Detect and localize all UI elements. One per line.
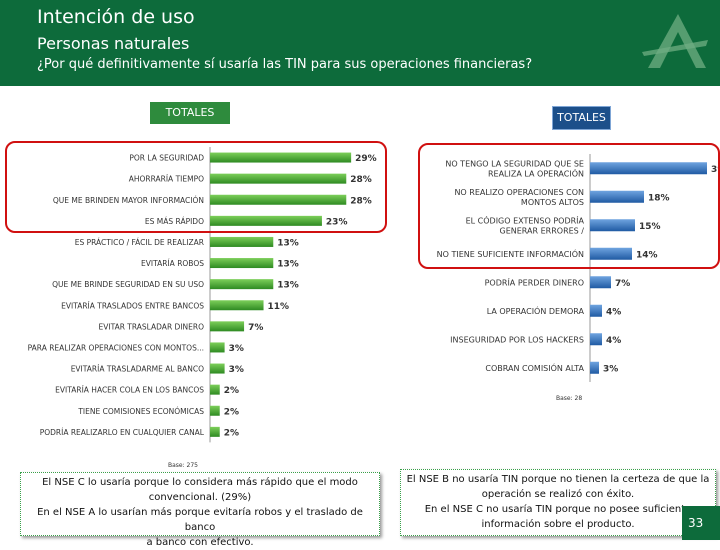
value-label: 13% — [277, 281, 299, 291]
highlight-box-right — [418, 143, 720, 269]
bar — [590, 162, 707, 175]
bar — [210, 173, 347, 184]
category-label: LA OPERACIÓN DEMORA — [487, 305, 585, 316]
category-label: REALIZA LA OPERACIÓN — [488, 167, 584, 178]
bar — [210, 152, 352, 163]
value-label: 4% — [606, 307, 621, 317]
bar — [210, 258, 274, 269]
page-number: 33 — [688, 516, 704, 530]
category-label: EVITARÍA TRASLADOS ENTRE BANCOS — [61, 301, 204, 310]
note-right-line: operación se realizó con éxito. — [481, 489, 635, 500]
value-label: 14% — [636, 250, 658, 260]
value-label: 2% — [224, 407, 239, 417]
right-chart-base: Base: 28 — [556, 395, 583, 402]
category-label: PODRÍA PERDER DINERO — [485, 276, 584, 287]
highlight-box-left — [5, 141, 387, 233]
survey-question: ¿Por qué definitivamente sí usaría las T… — [37, 57, 533, 72]
category-label: EVITAR TRASLADAR DINERO — [99, 322, 205, 331]
value-label: 11% — [268, 302, 290, 312]
value-label: 28% — [350, 196, 372, 206]
category-label: TIENE COMISIONES ECONÓMICAS — [77, 407, 204, 416]
category-label: EVITARÍA TRASLADARME AL BANCO — [71, 365, 204, 374]
category-label: GENERAR ERRORES / — [500, 226, 585, 235]
category-label: AHORRARÍA TIEMPO — [129, 175, 204, 184]
note-box-right: El NSE B no usaría TIN porque no tienen … — [400, 469, 716, 536]
category-label: QUE ME BRINDEN MAYOR INFORMACIÓN — [53, 196, 204, 205]
category-label: EVITARÍA HACER COLA EN LOS BANCOS — [55, 386, 204, 395]
bar — [210, 215, 322, 226]
bar — [590, 190, 644, 203]
bar — [210, 236, 274, 247]
bar — [210, 384, 220, 395]
brand-logo-icon — [642, 14, 708, 68]
value-label: 18% — [648, 193, 670, 203]
bar — [210, 194, 347, 205]
category-label: ES MÁS RÁPIDO — [145, 217, 204, 226]
value-label: 29% — [355, 154, 377, 164]
bar — [210, 321, 245, 332]
category-label: INSEGURIDAD POR LOS HACKERS — [450, 335, 584, 344]
note-left-line: En el NSE A lo usarían más porque evitar… — [37, 507, 363, 533]
note-left-line: a banco con efectivo. — [146, 537, 254, 548]
bar — [210, 300, 264, 311]
bar — [210, 363, 225, 374]
category-label: QUE ME BRINDE SEGURIDAD EN SU USO — [52, 280, 204, 289]
bar — [590, 276, 611, 289]
page-subtitle: Personas naturales — [37, 34, 190, 53]
category-label: ES PRÁCTICO / FÁCIL DE REALIZAR — [75, 238, 204, 247]
value-label: 15% — [639, 222, 661, 232]
value-label: 7% — [615, 279, 630, 289]
bar — [590, 304, 602, 317]
note-left-line: El NSE C lo usaría porque lo considera m… — [42, 477, 358, 488]
value-label: 3% — [229, 365, 244, 375]
header-banner: Intención de uso Personas naturales ¿Por… — [0, 0, 720, 86]
bar — [210, 405, 220, 416]
bar — [210, 426, 220, 437]
category-label: PODRÍA REALIZARLO EN CUALQUIER CANAL — [40, 428, 205, 437]
value-label: 4% — [606, 336, 621, 346]
category-label: EL CÓDIGO EXTENSO PODRÍA — [466, 214, 585, 225]
left-bar-chart: 29% POR LA SEGURIDAD 28% AHORRARÍA TIEMPO 28… — [28, 147, 377, 443]
bar — [590, 247, 632, 260]
note-right-line: El NSE B no usaría TIN porque no tienen … — [406, 474, 710, 485]
category-label: EVITARÍA ROBOS — [141, 259, 204, 268]
category-label: NO TIENE SUFICIENTE INFORMACIÓN — [437, 248, 584, 259]
bar — [590, 361, 599, 374]
note-right-line: En el NSE C no usaría TIN porque no pose… — [424, 504, 692, 515]
bar — [210, 279, 274, 290]
left-chart-title: TOTALES — [150, 102, 230, 124]
value-label: 3% — [229, 344, 244, 354]
value-label: 23% — [326, 217, 348, 227]
page-title: Intención de uso — [37, 6, 195, 28]
bar — [590, 219, 635, 232]
page-number-corner — [682, 506, 720, 540]
category-label: MONTOS ALTOS — [521, 198, 584, 207]
category-label: NO REALIZO OPERACIONES CON — [454, 188, 584, 197]
value-label: 2% — [224, 428, 239, 438]
value-label: 7% — [248, 323, 263, 333]
category-label: NO TENGO LA SEGURIDAD QUE SE — [445, 159, 584, 168]
note-left-line: convencional. (29%) — [148, 492, 252, 503]
value-label: 13% — [277, 238, 299, 248]
category-label: POR LA SEGURIDAD — [129, 154, 204, 163]
bar — [590, 333, 602, 346]
note-right-line: información sobre el producto. — [481, 519, 635, 530]
value-label: 2% — [224, 386, 239, 396]
left-chart-base: Base: 275 — [168, 462, 198, 469]
category-label: PARA REALIZAR OPERACIONES CON MONTOS... — [28, 343, 204, 352]
right-chart-title: TOTALES — [552, 106, 611, 130]
value-label: 13% — [277, 260, 299, 270]
note-box-left: El NSE C lo usaría porque lo considera m… — [20, 472, 380, 548]
value-label: 3% — [603, 364, 618, 374]
value-label: 39% — [711, 165, 720, 175]
bar — [210, 342, 225, 353]
category-label: COBRAN COMISIÓN ALTA — [485, 362, 584, 373]
value-label: 28% — [350, 175, 372, 185]
